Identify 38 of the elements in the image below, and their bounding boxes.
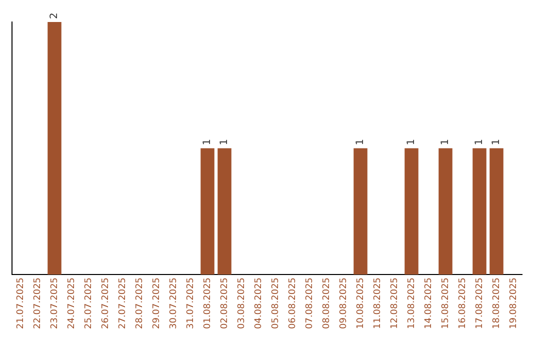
x-tick-label: 03.08.2025 bbox=[236, 277, 247, 329]
data-label: 1 bbox=[406, 138, 418, 146]
x-tick-label: 16.08.2025 bbox=[458, 277, 468, 329]
x-tick-label: 08.08.2025 bbox=[322, 277, 332, 329]
x-tick-label: 04.08.2025 bbox=[254, 277, 264, 329]
x-tick-label: 28.07.2025 bbox=[134, 277, 145, 329]
x-tick-label: 01.08.2025 bbox=[202, 277, 213, 329]
x-tick-label: 21.07.2025 bbox=[16, 277, 26, 329]
x-tick-label: 06.08.2025 bbox=[288, 277, 298, 329]
x-tick-label: 25.07.2025 bbox=[84, 277, 94, 329]
x-tick-label: 07.08.2025 bbox=[304, 277, 315, 329]
x-tick-label: 09.08.2025 bbox=[338, 277, 349, 329]
x-tick-label: 11.08.2025 bbox=[372, 277, 383, 329]
x-tick-label: 27.07.2025 bbox=[118, 277, 128, 329]
x-tick-label: 19.08.2025 bbox=[508, 277, 519, 329]
data-label: 1 bbox=[474, 138, 486, 146]
x-tick-label: 22.07.2025 bbox=[32, 277, 43, 329]
x-tick-label: 13.08.2025 bbox=[406, 277, 417, 329]
x-tick-label: 31.07.2025 bbox=[186, 277, 196, 329]
x-tick-label: 02.08.2025 bbox=[220, 277, 230, 329]
data-label: 1 bbox=[355, 138, 366, 146]
x-tick-label: 30.07.2025 bbox=[168, 277, 179, 329]
x-tick-label: 17.08.2025 bbox=[474, 277, 485, 329]
x-tick-label: 05.08.2025 bbox=[270, 277, 281, 329]
x-tick-label: 29.07.2025 bbox=[152, 277, 162, 329]
x-tick-label: 10.08.2025 bbox=[356, 277, 366, 329]
x-tick-label: 12.08.2025 bbox=[390, 277, 400, 329]
x-tick-label: 14.08.2025 bbox=[424, 277, 434, 329]
x-tick-label: 24.07.2025 bbox=[66, 277, 77, 329]
data-label: 1 bbox=[202, 138, 214, 146]
data-label: 1 bbox=[491, 138, 502, 146]
x-tick-label: 18.08.2025 bbox=[492, 277, 502, 329]
x-tick-label: 23.07.2025 bbox=[50, 277, 60, 329]
data-label: 1 bbox=[440, 138, 452, 146]
x-tick-label: 15.08.2025 bbox=[440, 277, 451, 329]
data-label: 1 bbox=[219, 138, 230, 146]
x-tick-label: 26.07.2025 bbox=[100, 277, 111, 329]
data-label: 2 bbox=[49, 12, 60, 19]
